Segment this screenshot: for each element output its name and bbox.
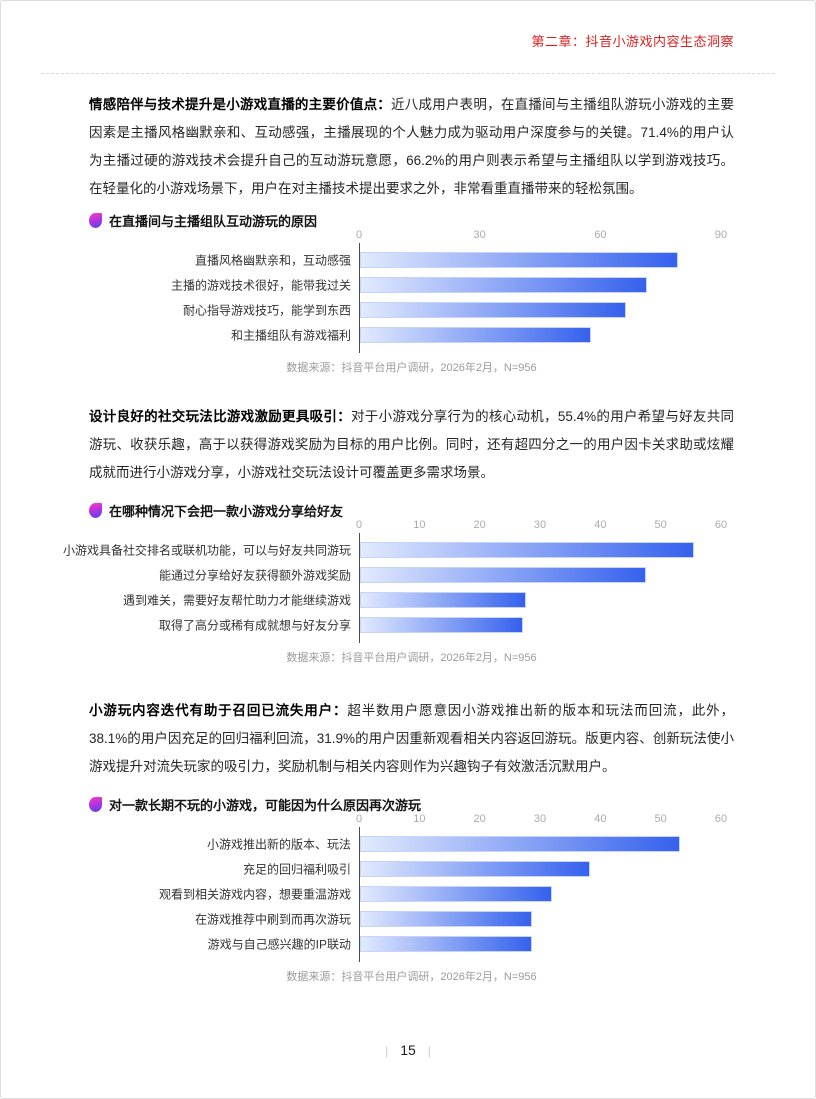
paragraph-body: 近八成用户表明，在直播间与主播组队游玩小游戏的主要因素是主播风格幽默亲和、互动感… bbox=[89, 97, 735, 196]
header-divider bbox=[41, 73, 775, 74]
paragraph-lead: 情感陪伴与技术提升是小游戏直播的主要价值点： bbox=[89, 97, 392, 112]
x-axis: 0 10 20 30 40 50 60 bbox=[355, 519, 727, 533]
chart-title: 在哪种情况下会把一款小游戏分享给好友 bbox=[109, 503, 344, 519]
category-label: 观看到相关游戏内容，想要重温游戏 bbox=[158, 887, 351, 901]
x-axis: 0 10 20 30 40 50 60 bbox=[355, 813, 727, 827]
x-axis-tick: 0 bbox=[355, 519, 363, 531]
x-axis-tick: 90 bbox=[714, 229, 728, 241]
category-label: 和主播组队有游戏福利 bbox=[230, 328, 351, 342]
bar-row: 在游戏推荐中刷到而再次游玩 bbox=[195, 906, 722, 931]
x-axis-tick: 20 bbox=[473, 813, 486, 825]
bar-row: 游戏与自己感兴趣的IP联动 bbox=[208, 931, 722, 956]
bar-row: 充足的回归福利吸引 bbox=[243, 856, 722, 881]
bar-row: 直播风格幽默亲和，互动感强 bbox=[195, 247, 722, 272]
category-label: 游戏与自己感兴趣的IP联动 bbox=[207, 937, 351, 951]
x-axis-tick: 60 bbox=[594, 229, 607, 241]
x-axis-tick: 20 bbox=[473, 519, 486, 531]
value-bar bbox=[360, 541, 695, 558]
category-label: 遇到难关，需要好友帮忙助力才能继续游戏 bbox=[122, 593, 351, 607]
chart-return-reasons: 对一款长期不玩的小游戏，可能因为什么原因再次游玩 0 10 20 30 40 50 60 小… bbox=[89, 795, 734, 983]
category-label: 能通过分享给好友获得额外游戏奖励 bbox=[158, 568, 351, 582]
x-axis-tick: 60 bbox=[714, 519, 728, 531]
chart-share-scenarios: 在哪种情况下会把一款小游戏分享给好友 0 10 20 30 40 50 60 小游戏具备社交… bbox=[63, 501, 734, 664]
x-axis-tick: 60 bbox=[714, 813, 728, 825]
x-axis-tick: 40 bbox=[594, 813, 607, 825]
page-number: 15 bbox=[400, 1042, 416, 1058]
bar-row: 取得了高分或稀有成就想与好友分享 bbox=[159, 612, 722, 637]
category-label: 直播风格幽默亲和，互动感强 bbox=[194, 253, 351, 267]
value-bar bbox=[360, 860, 590, 877]
x-axis-tick: 50 bbox=[654, 813, 667, 825]
page-content: 情感陪伴与技术提升是小游戏直播的主要价值点：近八成用户表明，在直播间与主播组队游… bbox=[1, 91, 815, 983]
x-axis-tick: 50 bbox=[654, 519, 667, 531]
bar-row: 遇到难关，需要好友帮忙助力才能继续游戏 bbox=[123, 587, 722, 612]
category-label: 取得了高分或稀有成就想与好友分享 bbox=[158, 618, 351, 632]
x-axis-tick: 30 bbox=[473, 229, 486, 241]
value-bar bbox=[360, 251, 678, 268]
x-axis-tick: 0 bbox=[355, 229, 363, 241]
paragraph-3: 小游玩内容迭代有助于召回已流失用户：超半数用户愿意因小游戏推出新的版本和玩法而回… bbox=[89, 697, 734, 781]
value-bar bbox=[360, 566, 646, 583]
category-label: 耐心指导游戏技巧，能学到东西 bbox=[182, 303, 351, 317]
category-label: 在游戏推荐中刷到而再次游玩 bbox=[194, 912, 351, 926]
x-axis-tick: 0 bbox=[355, 813, 363, 825]
x-axis: 0 30 60 90 bbox=[355, 229, 727, 243]
x-axis-tick: 30 bbox=[533, 519, 547, 531]
category-label: 小游戏推出新的版本、玩法 bbox=[206, 837, 351, 851]
chart-title: 在直播间与主播组队互动游玩的原因 bbox=[109, 213, 318, 229]
flame-bullet-icon bbox=[89, 796, 102, 812]
value-bar bbox=[360, 910, 532, 927]
bar-row: 小游戏具备社交排名或联机功能，可以与好友共同游玩 bbox=[63, 537, 722, 562]
chart-title: 对一款长期不玩的小游戏，可能因为什么原因再次游玩 bbox=[109, 797, 422, 813]
x-axis-tick: 10 bbox=[413, 813, 426, 825]
paragraph-body: 超半数用户愿意因小游戏推出新的版本和玩法而回流，此外，38.1%的用户因充足的回… bbox=[89, 703, 735, 774]
paragraph-2: 设计良好的社交玩法比游戏激励更具吸引：对于小游戏分享行为的核心动机，55.4%的… bbox=[89, 403, 734, 487]
paragraph-lead: 设计良好的社交玩法比游戏激励更具吸引： bbox=[89, 409, 351, 424]
chapter-header: 第二章：抖音小游戏内容生态洞察 bbox=[531, 34, 734, 49]
bar-row: 耐心指导游戏技巧，能学到东西 bbox=[183, 297, 722, 322]
value-bar bbox=[360, 301, 627, 318]
chart-title-row: 在直播间与主播组队互动游玩的原因 bbox=[89, 211, 734, 229]
paragraph-body: 对于小游戏分享行为的核心动机，55.4%的用户希望与好友共同游玩、收获乐趣，高于… bbox=[89, 409, 735, 480]
data-source-note: 数据来源：抖音平台用户调研，2026年2月，N=956 bbox=[286, 971, 537, 983]
category-label: 小游戏具备社交排名或联机功能，可以与好友共同游玩 bbox=[62, 543, 351, 557]
paragraph-1: 情感陪伴与技术提升是小游戏直播的主要价值点：近八成用户表明，在直播间与主播组队游… bbox=[89, 91, 734, 203]
flame-bullet-icon bbox=[89, 502, 102, 518]
bar-row: 能通过分享给好友获得额外游戏奖励 bbox=[159, 562, 722, 587]
bar-row: 小游戏推出新的版本、玩法 bbox=[207, 831, 722, 856]
bar-row: 和主播组队有游戏福利 bbox=[231, 322, 722, 347]
data-source-note: 数据来源：抖音平台用户调研，2026年2月，N=956 bbox=[286, 362, 537, 374]
value-bar bbox=[360, 591, 526, 608]
data-source-note: 数据来源：抖音平台用户调研，2026年2月，N=956 bbox=[286, 652, 537, 664]
value-bar bbox=[360, 885, 553, 902]
paragraph-lead: 小游玩内容迭代有助于召回已流失用户： bbox=[89, 703, 348, 718]
chart-live-coop-reasons: 在直播间与主播组队互动游玩的原因 0 30 60 90 直播风格幽默亲和，互动感强主播… bbox=[89, 211, 734, 374]
footer-pipe-right: | bbox=[427, 1044, 431, 1058]
value-bar bbox=[360, 326, 592, 343]
plot-area: 直播风格幽默亲和，互动感强主播的游戏技术很好，能带我过关耐心指导游戏技巧，能学到… bbox=[171, 243, 722, 353]
x-axis-tick: 30 bbox=[533, 813, 547, 825]
bar-row: 主播的游戏技术很好，能带我过关 bbox=[171, 272, 722, 297]
chart-title-row: 在哪种情况下会把一款小游戏分享给好友 bbox=[89, 501, 734, 519]
x-axis-tick: 10 bbox=[413, 519, 426, 531]
chart-title-row: 对一款长期不玩的小游戏，可能因为什么原因再次游玩 bbox=[89, 795, 734, 813]
category-label: 充足的回归福利吸引 bbox=[242, 862, 351, 876]
category-label: 主播的游戏技术很好，能带我过关 bbox=[170, 278, 351, 292]
bar-row: 观看到相关游戏内容，想要重温游戏 bbox=[159, 881, 722, 906]
value-bar bbox=[360, 276, 648, 293]
flame-bullet-icon bbox=[89, 212, 102, 228]
plot-area: 小游戏具备社交排名或联机功能，可以与好友共同游玩能通过分享给好友获得额外游戏奖励… bbox=[63, 533, 722, 643]
plot-area: 小游戏推出新的版本、玩法充足的回归福利吸引观看到相关游戏内容，想要重温游戏在游戏… bbox=[159, 827, 722, 962]
x-axis-tick: 40 bbox=[594, 519, 607, 531]
value-bar bbox=[360, 616, 523, 633]
value-bar bbox=[360, 835, 680, 852]
page-footer: | 15 | bbox=[1, 1042, 815, 1058]
value-bar bbox=[360, 935, 532, 952]
footer-pipe-left: | bbox=[385, 1044, 389, 1058]
